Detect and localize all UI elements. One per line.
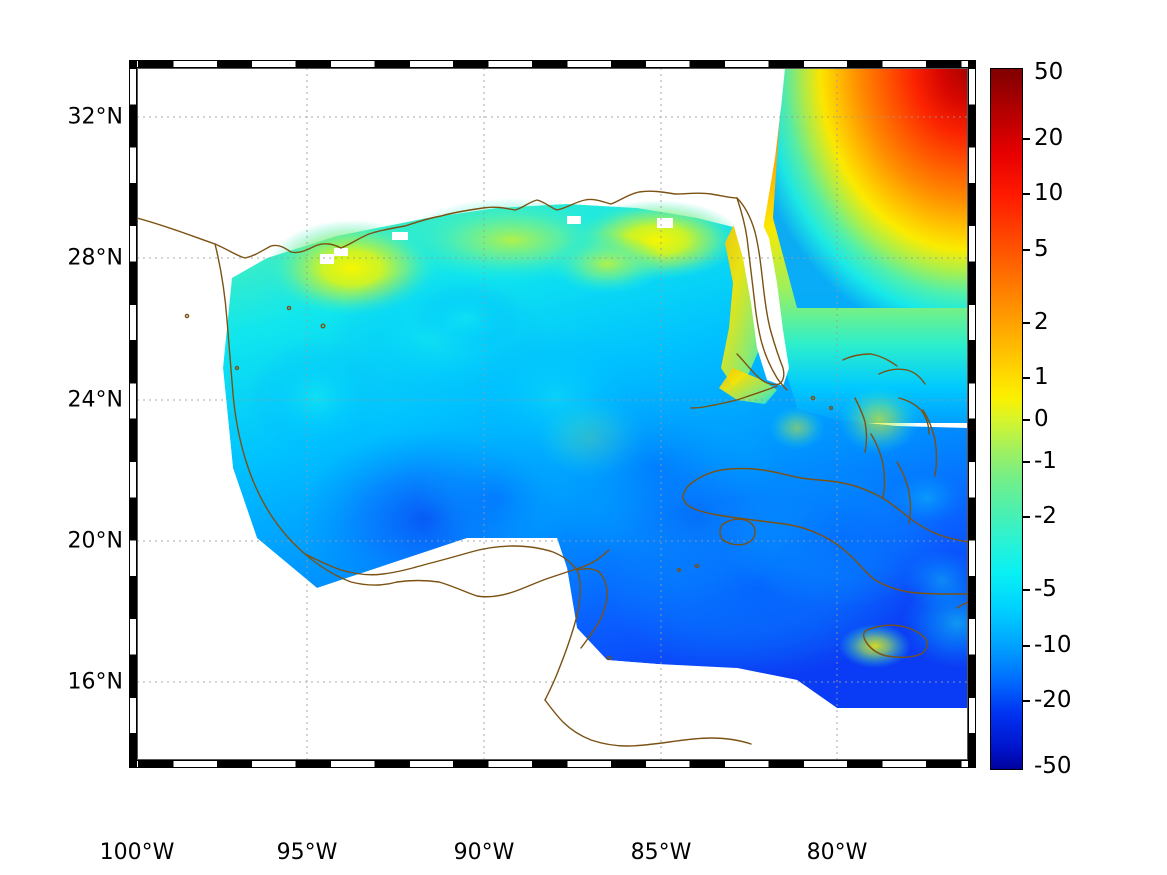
colorbar-tick-1 xyxy=(1023,376,1030,379)
colorbar-label-2: 2 xyxy=(1034,309,1049,336)
xtick-label-80w: 80°W xyxy=(806,840,868,865)
colorbar-label-m1: -1 xyxy=(1034,448,1057,475)
colorbar-tick-2 xyxy=(1023,322,1030,325)
colorbar-tick-5 xyxy=(1023,249,1030,252)
map-frame-left xyxy=(129,60,137,768)
ytick-label-28n: 28°N xyxy=(67,245,123,271)
colorbar-label-10: 10 xyxy=(1034,179,1064,206)
field-atlantic xyxy=(757,68,968,423)
colorbar-gradient xyxy=(990,68,1023,770)
colorbar-label-1: 1 xyxy=(1034,363,1049,390)
colorbar-label-m5: -5 xyxy=(1034,575,1057,602)
xtick-label-85w: 85°W xyxy=(630,840,692,865)
land-mask xyxy=(137,68,968,760)
gridlines xyxy=(137,68,968,760)
ytick-label-24n: 24°N xyxy=(67,387,123,413)
colorbar-tick-m20 xyxy=(1023,699,1030,702)
map-plot-area[interactable] xyxy=(137,68,968,760)
xtick-label-90w: 90°W xyxy=(453,840,515,865)
data-edge-steps xyxy=(320,216,673,264)
ytick-label-16n: 16°N xyxy=(67,669,123,695)
colorbar-label-m10: -10 xyxy=(1034,632,1072,658)
colorbar-tick-m10 xyxy=(1023,645,1030,647)
colorbar[interactable]: 50 20 10 5 2 1 0 -1 -2 -5 -10 -20 -50 xyxy=(990,59,1072,779)
colorbar-tick-m1 xyxy=(1023,461,1030,464)
colorbar-tick-0 xyxy=(1023,419,1030,421)
field-anomalies xyxy=(247,198,968,678)
colorbar-label-0: 0 xyxy=(1034,406,1049,432)
colorbar-tick-m5 xyxy=(1023,588,1030,591)
colorbar-label-m2: -2 xyxy=(1034,502,1057,529)
colorbar-label-20: 20 xyxy=(1034,125,1064,152)
xtick-label-100w: 100°W xyxy=(99,840,175,865)
map-frame-top xyxy=(129,60,976,68)
ytick-label-20n: 20°N xyxy=(67,528,123,554)
xtick-label-95w: 95°W xyxy=(276,840,338,865)
colorbar-tick-10 xyxy=(1023,192,1030,195)
colorbar-label-m50: -50 xyxy=(1034,753,1072,779)
colorbar-tick-20 xyxy=(1023,138,1030,141)
colorbar-label-m20: -20 xyxy=(1034,686,1072,713)
map-axes[interactable]: 100°W 95°W 90°W 85°W 80°W 32°N 28°N 24°N… xyxy=(68,60,976,865)
coastlines xyxy=(137,190,968,747)
map-frame-right xyxy=(968,60,976,768)
colorbar-label-50: 50 xyxy=(1034,59,1064,85)
map-frame-bottom xyxy=(129,760,976,768)
colorbar-tick-m2 xyxy=(1023,515,1030,518)
map-raster-and-coastlines xyxy=(137,68,968,760)
colorbar-label-5: 5 xyxy=(1034,236,1049,263)
ytick-label-32n: 32°N xyxy=(67,104,123,130)
